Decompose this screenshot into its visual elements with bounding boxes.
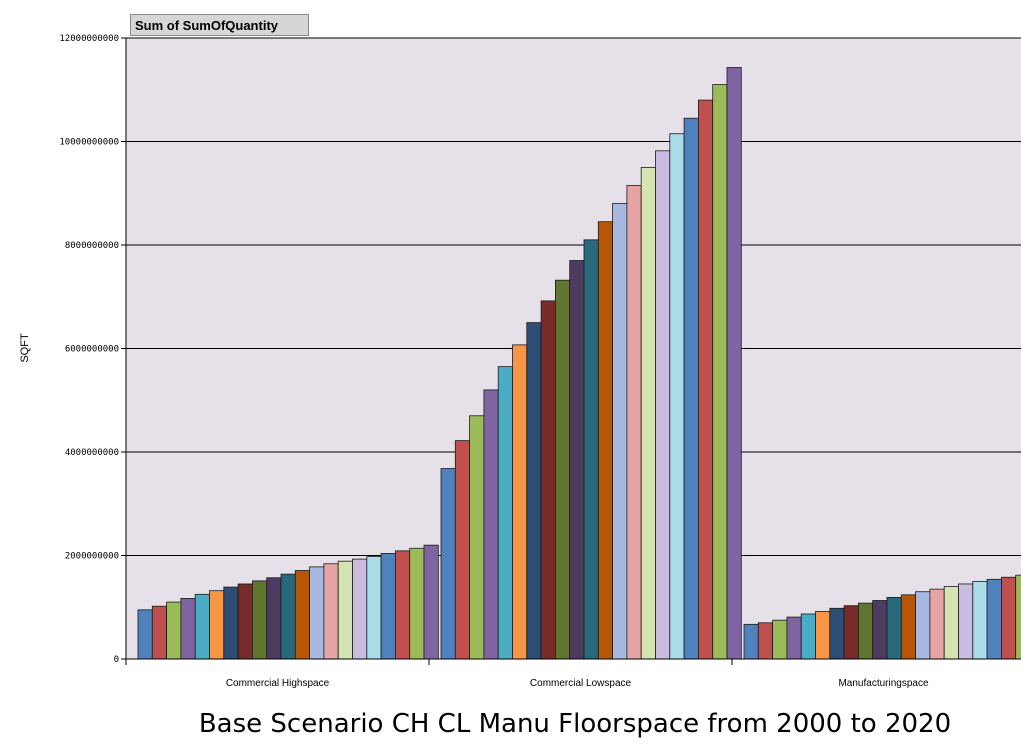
bar xyxy=(858,602,874,660)
bar xyxy=(726,67,742,660)
bar xyxy=(440,468,456,660)
field-button-sum-of-quantity[interactable]: Sum of SumOfQuantity xyxy=(130,14,309,36)
y-tick-label: 2000000000 xyxy=(65,552,119,562)
y-tick-label: 0 xyxy=(114,655,119,665)
bar xyxy=(800,613,816,660)
chart: 0 2000000000 4000000000 6000000000 800000000… xyxy=(19,34,1021,689)
bar xyxy=(469,415,485,660)
bar xyxy=(1015,574,1021,660)
bar xyxy=(597,221,613,660)
bar xyxy=(640,166,656,660)
bar xyxy=(423,544,439,660)
bar xyxy=(280,573,296,660)
bar xyxy=(266,577,282,660)
bar xyxy=(900,594,916,660)
bar xyxy=(712,84,728,660)
bar xyxy=(137,609,153,660)
bar xyxy=(209,590,225,660)
bar xyxy=(526,322,542,660)
bar xyxy=(454,440,470,660)
bar xyxy=(683,117,699,660)
bar xyxy=(483,389,499,660)
bar xyxy=(497,366,513,660)
bar xyxy=(943,586,959,660)
bar xyxy=(294,570,310,660)
bar xyxy=(843,605,859,660)
bar xyxy=(583,239,599,660)
y-tick-label: 8000000000 xyxy=(65,241,119,251)
bar xyxy=(669,133,685,660)
y-tick-label: 10000000000 xyxy=(59,138,119,148)
bar xyxy=(743,623,759,660)
bar xyxy=(1001,576,1017,660)
bar xyxy=(380,553,396,660)
bar xyxy=(555,279,571,660)
bar xyxy=(151,605,168,660)
x-category-label: Commercial Lowspace xyxy=(530,678,632,689)
x-category-label: Manufacturingspace xyxy=(838,678,928,689)
chart-title: Base Scenario CH CL Manu Floorspace from… xyxy=(198,709,952,739)
x-category-label: Commercial Highspace xyxy=(226,678,330,689)
bar xyxy=(512,344,528,660)
bar xyxy=(194,593,210,660)
y-tick-label: 4000000000 xyxy=(65,448,119,458)
bar xyxy=(394,550,411,660)
bar xyxy=(180,598,196,660)
bar xyxy=(337,560,353,660)
bar xyxy=(929,588,945,660)
bar xyxy=(352,558,368,660)
bar xyxy=(986,578,1002,660)
y-tick-label: 6000000000 xyxy=(65,345,119,355)
bar xyxy=(309,566,325,660)
bar xyxy=(972,580,988,660)
bar xyxy=(829,607,845,660)
bar xyxy=(757,622,773,660)
bar xyxy=(223,586,239,660)
bar xyxy=(540,300,556,660)
bar xyxy=(569,260,585,660)
y-axis-title: SQFT xyxy=(19,333,31,363)
bar xyxy=(323,563,339,660)
bar xyxy=(958,583,974,660)
bar xyxy=(366,556,382,660)
bar xyxy=(626,185,642,660)
bar xyxy=(251,580,268,660)
bar xyxy=(612,203,628,660)
bar xyxy=(698,99,714,660)
bar xyxy=(237,583,253,660)
bar xyxy=(886,597,902,660)
bar xyxy=(872,600,888,660)
bar xyxy=(786,616,802,660)
bar xyxy=(655,150,671,660)
bar xyxy=(166,601,182,660)
bar xyxy=(409,547,425,660)
bar xyxy=(815,610,831,660)
y-tick-label: 12000000000 xyxy=(59,34,119,44)
bar xyxy=(915,591,931,660)
bar xyxy=(772,619,788,660)
